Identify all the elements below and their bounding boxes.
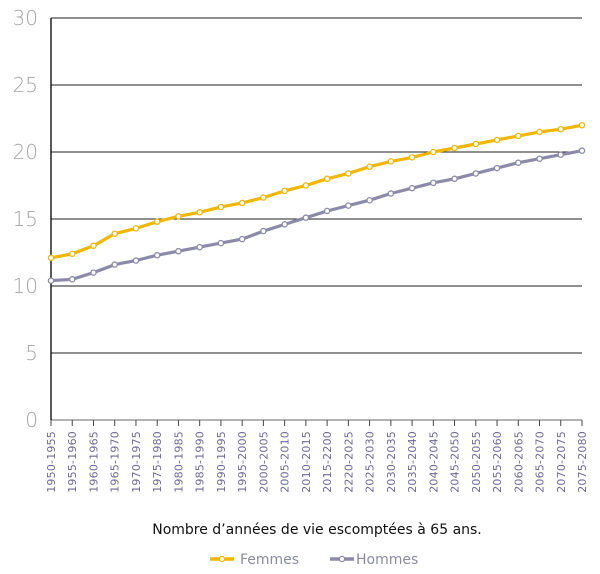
x-axis-tick-labels: 1950-1955 1955-1960 1960-1965 1965-1970 1970… xyxy=(45,431,589,493)
data-point-hommes xyxy=(451,175,458,183)
data-point-hommes xyxy=(472,170,480,177)
legend-label-hommes: Hommes xyxy=(356,552,418,568)
x-tick-label: 2055-2060 xyxy=(491,431,504,493)
x-tick-label: 1975-1980 xyxy=(151,431,164,493)
x-axis-label: Nombre d’années de vie escomptées à 65 a… xyxy=(152,522,482,538)
data-point-femmes xyxy=(238,199,246,207)
y-axis-tick-labels: 0 5 10 15 20 25 30 xyxy=(13,6,38,432)
y-tick-label: 20 xyxy=(13,140,38,164)
x-axis-ticks xyxy=(50,420,583,426)
x-tick-label: 2000-2005 xyxy=(257,431,270,493)
data-point-femmes xyxy=(196,209,203,216)
data-point-femmes xyxy=(323,175,331,183)
data-point-femmes xyxy=(557,125,565,133)
data-point-hommes xyxy=(387,190,395,197)
data-point-hommes xyxy=(281,221,288,228)
data-point-hommes xyxy=(68,276,76,283)
data-point-hommes xyxy=(132,257,140,264)
data-point-hommes xyxy=(557,151,565,158)
data-point-hommes xyxy=(175,247,182,255)
x-tick-label: 2045-2050 xyxy=(449,431,462,493)
data-point-hommes xyxy=(238,235,246,243)
data-point-hommes xyxy=(578,147,586,154)
data-point-femmes xyxy=(408,154,416,161)
data-point-femmes xyxy=(366,163,373,170)
data-point-femmes xyxy=(47,254,55,262)
legend-label-femmes: Femmes xyxy=(240,552,299,568)
data-point-femmes xyxy=(153,218,161,225)
x-tick-label: 1980-1985 xyxy=(172,431,185,493)
x-tick-label: 2005-2010 xyxy=(279,431,292,493)
data-point-femmes xyxy=(281,187,288,195)
y-tick-label: 0 xyxy=(25,408,38,432)
x-tick-label: 2060-2065 xyxy=(512,431,525,493)
data-point-hommes xyxy=(111,261,118,268)
x-tick-label: 2015-2200 xyxy=(321,431,334,493)
x-tick-label: 2030-2035 xyxy=(385,431,398,493)
data-point-femmes xyxy=(68,250,76,258)
x-tick-label: 1955-1960 xyxy=(66,431,79,493)
x-tick-label: 1990-1995 xyxy=(215,431,228,493)
x-tick-label: 2035-2040 xyxy=(406,431,419,493)
series-lines xyxy=(47,121,586,284)
legend: Femmes Hommes xyxy=(210,552,418,568)
data-point-hommes xyxy=(260,227,267,235)
data-point-hommes xyxy=(47,277,55,284)
y-tick-label: 5 xyxy=(25,341,38,365)
x-tick-label: 1970-1975 xyxy=(130,431,143,493)
y-tick-label: 30 xyxy=(13,6,38,30)
x-tick-label: 2065-2070 xyxy=(534,431,547,493)
x-tick-label: 1950-1955 xyxy=(45,431,58,493)
x-tick-label: 1985-1990 xyxy=(194,431,207,493)
data-point-femmes xyxy=(578,121,586,129)
data-point-hommes xyxy=(196,243,203,251)
data-point-femmes xyxy=(387,158,395,165)
y-tick-label: 25 xyxy=(13,73,38,97)
x-tick-label: 2010-2015 xyxy=(300,431,313,493)
data-point-hommes xyxy=(153,251,161,259)
data-point-femmes xyxy=(493,136,501,144)
data-point-femmes xyxy=(472,140,480,148)
y-tick-label: 15 xyxy=(13,207,38,231)
data-point-hommes xyxy=(323,207,331,215)
data-point-hommes xyxy=(408,184,416,192)
legend-marker-femmes xyxy=(218,555,226,563)
x-tick-label: 2220-2025 xyxy=(342,431,355,493)
x-tick-label: 1965-1970 xyxy=(109,431,122,493)
data-point-hommes xyxy=(345,202,352,209)
data-point-hommes xyxy=(366,196,373,204)
y-tick-label: 10 xyxy=(13,274,38,298)
data-point-femmes xyxy=(345,170,352,177)
data-point-femmes xyxy=(90,242,97,250)
data-point-hommes xyxy=(515,159,522,166)
grid-lines xyxy=(51,17,582,421)
data-point-hommes xyxy=(536,155,543,162)
data-point-femmes xyxy=(515,132,522,140)
data-point-hommes xyxy=(217,239,225,247)
data-point-femmes xyxy=(132,225,140,232)
legend-marker-hommes xyxy=(338,555,346,563)
x-tick-label: 1995-2000 xyxy=(236,431,249,493)
data-point-hommes xyxy=(430,179,437,187)
data-point-femmes xyxy=(217,203,225,211)
data-point-hommes xyxy=(302,214,310,221)
data-point-femmes xyxy=(451,144,458,152)
data-point-femmes xyxy=(302,182,310,189)
x-tick-label: 2040-2045 xyxy=(427,431,440,493)
data-point-hommes xyxy=(493,164,501,172)
x-tick-label: 1960-1965 xyxy=(87,431,100,493)
x-tick-label: 2075-2080 xyxy=(576,431,589,493)
x-tick-label: 2025-2030 xyxy=(364,431,377,493)
data-point-femmes xyxy=(175,213,182,220)
x-tick-label: 2050-2055 xyxy=(470,431,483,493)
series-line-hommes xyxy=(50,149,583,283)
series-line-femmes xyxy=(50,123,583,260)
data-point-hommes xyxy=(90,269,97,276)
data-point-femmes xyxy=(430,148,437,156)
data-point-femmes xyxy=(536,128,543,136)
x-tick-label: 2070-2075 xyxy=(555,431,568,493)
data-point-femmes xyxy=(260,194,267,201)
data-point-femmes xyxy=(111,230,118,237)
